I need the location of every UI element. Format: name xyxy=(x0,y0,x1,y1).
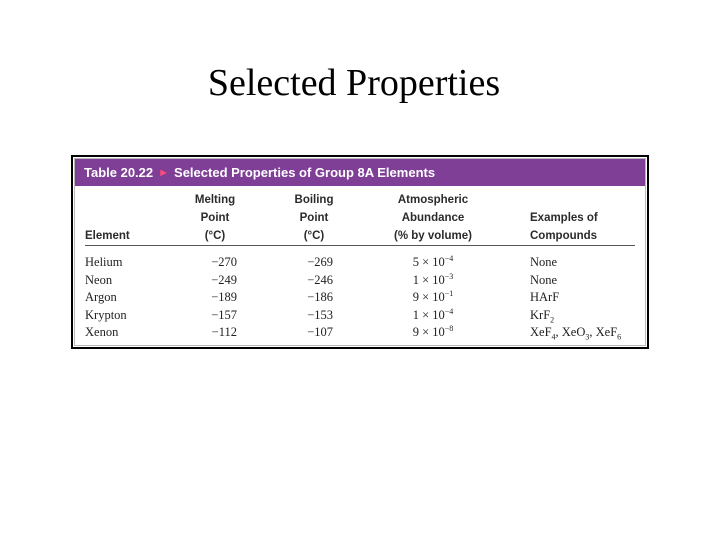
cell-melting-point: −112 xyxy=(211,325,237,340)
abundance-exponent: −8 xyxy=(444,324,454,334)
header-melting-line: Melting xyxy=(194,194,236,206)
abundance-exponent: −3 xyxy=(444,271,454,281)
cell-melting-point: −249 xyxy=(211,272,237,287)
compound-formula: None xyxy=(530,255,558,269)
header-divider xyxy=(85,245,635,246)
header-examples-line: Examples of xyxy=(530,212,598,224)
header-boiling-line: (°C) xyxy=(303,230,325,242)
cell-examples: XeF4, XeO3, XeF6 xyxy=(530,324,621,342)
cell-examples: None xyxy=(530,254,557,272)
cell-abundance: 1 × 10−4 xyxy=(400,307,466,325)
header-boiling-line: Boiling xyxy=(294,194,334,206)
header-melting-point: Melting Point (°C) xyxy=(180,191,250,245)
cell-element: Helium xyxy=(85,255,123,269)
abundance-mantissa: 1 × 10 xyxy=(412,307,445,322)
compound-formula: HArF xyxy=(530,290,560,305)
formula-subscript: 3 xyxy=(585,332,590,342)
header-abundance-line: Abundance xyxy=(401,212,465,224)
cell-examples: HArF xyxy=(530,289,559,307)
header-abundance-line: Atmospheric xyxy=(397,194,469,206)
header-element-line: Element xyxy=(85,230,130,242)
table-caption: Table 20.22 ► Selected Properties of Group… xyxy=(75,159,645,186)
cell-boiling-point: −153 xyxy=(307,307,333,322)
cell-examples: None xyxy=(530,272,557,290)
cell-abundance: 5 × 10−4 xyxy=(400,254,466,272)
table-caption-title: Selected Properties of Group 8A Elements xyxy=(174,165,436,180)
abundance-exponent: −4 xyxy=(444,253,454,263)
cell-examples: KrF2 xyxy=(530,307,554,325)
abundance-mantissa: 1 × 10 xyxy=(412,272,445,287)
formula-subscript: 6 xyxy=(617,332,622,342)
compound-formula: , XeF xyxy=(589,325,618,340)
compound-formula: XeF xyxy=(530,325,552,340)
header-examples: Examples of Compounds xyxy=(530,209,598,245)
formula-subscript: 4 xyxy=(551,332,556,342)
cell-element: Neon xyxy=(85,272,113,287)
caption-arrow-icon: ► xyxy=(158,167,170,179)
cell-element: Xenon xyxy=(85,325,119,340)
properties-table: Table 20.22 ► Selected Properties of Group… xyxy=(71,155,649,349)
header-element: Element xyxy=(85,227,130,245)
table-caption-number: Table 20.22 xyxy=(84,165,154,180)
header-boiling-line: Point xyxy=(299,212,329,224)
abundance-mantissa: 9 × 10 xyxy=(412,325,445,340)
compound-formula: None xyxy=(530,272,558,287)
abundance-exponent: −1 xyxy=(444,289,454,299)
slide-title: Selected Properties xyxy=(207,62,501,104)
cell-boiling-point: −269 xyxy=(307,255,333,269)
abundance-exponent: −4 xyxy=(444,306,454,316)
cell-element: Krypton xyxy=(85,307,127,322)
cell-melting-point: −270 xyxy=(211,255,237,269)
abundance-mantissa: 5 × 10 xyxy=(412,255,445,269)
header-boiling-point: Boiling Point (°C) xyxy=(279,191,349,245)
cell-element: Argon xyxy=(85,290,117,305)
cell-abundance: 9 × 10−1 xyxy=(400,289,466,307)
cell-abundance: 1 × 10−3 xyxy=(400,272,466,290)
compound-formula: KrF xyxy=(530,307,551,322)
cell-boiling-point: −107 xyxy=(307,325,333,340)
header-abundance: Atmospheric Abundance (% by volume) xyxy=(373,191,493,245)
cell-boiling-point: −186 xyxy=(307,290,333,305)
cell-abundance: 9 × 10−8 xyxy=(400,324,466,342)
cell-melting-point: −157 xyxy=(211,307,237,322)
abundance-mantissa: 9 × 10 xyxy=(412,290,445,305)
cell-boiling-point: −246 xyxy=(307,272,333,287)
cell-melting-point: −189 xyxy=(211,290,237,305)
compound-formula: , XeO xyxy=(555,325,586,340)
header-melting-line: Point xyxy=(200,212,230,224)
table-body: Table 20.22 ► Selected Properties of Group… xyxy=(74,158,646,346)
formula-subscript: 2 xyxy=(550,315,555,325)
header-examples-line: Compounds xyxy=(530,230,598,242)
header-abundance-line: (% by volume) xyxy=(394,230,472,242)
header-melting-line: (°C) xyxy=(204,230,226,242)
